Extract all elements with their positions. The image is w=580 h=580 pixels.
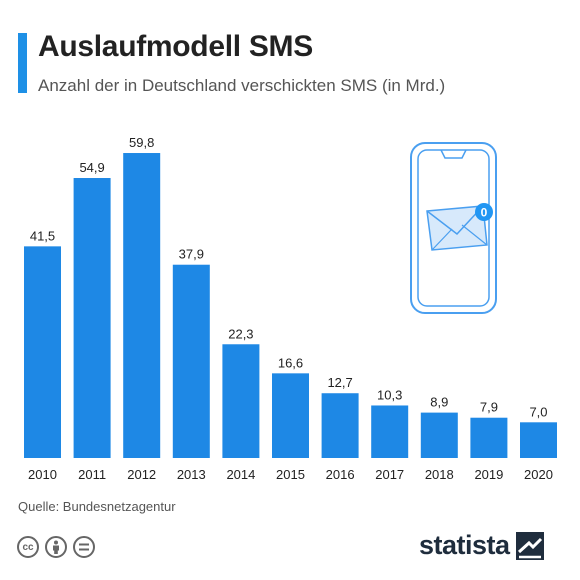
bar-2013: [172, 264, 210, 458]
source-note: Quelle: Bundesnetzagentur: [18, 499, 176, 514]
license-icons: cc: [17, 536, 95, 558]
x-tick-label: 2016: [326, 467, 355, 482]
x-tick-label: 2019: [474, 467, 503, 482]
bar-value-label: 8,9: [430, 395, 448, 410]
phone-message-icon: 0: [410, 142, 497, 314]
bar-2020: [520, 422, 557, 458]
bar-2010: [24, 246, 61, 458]
x-tick-label: 2017: [375, 467, 404, 482]
bar-value-label: 10,3: [377, 387, 402, 402]
bar-value-label: 12,7: [327, 375, 352, 390]
x-tick-label: 2014: [226, 467, 255, 482]
chart-title: Auslaufmodell SMS: [38, 30, 313, 63]
brand-name: statista: [419, 530, 510, 560]
bar-value-label: 22,3: [228, 326, 253, 341]
svg-text:0: 0: [481, 206, 488, 220]
bar-2012: [123, 153, 161, 458]
bar-2018: [420, 412, 458, 458]
cc-icon[interactable]: cc: [17, 536, 39, 558]
bar-value-label: 59,8: [129, 135, 154, 150]
accent-bar: [18, 33, 27, 93]
bar-value-label: 37,9: [179, 247, 204, 262]
bar-value-label: 41,5: [30, 228, 55, 243]
x-tick-label: 2018: [425, 467, 454, 482]
bars-layer: 41,5 2010 54,9 2011 59,8 2012 37,9 2013 22,3 2014…: [24, 135, 557, 482]
x-tick-label: 2015: [276, 467, 305, 482]
bar-2017: [371, 405, 409, 458]
x-tick-label: 2020: [524, 467, 553, 482]
statista-mark-icon: [515, 531, 544, 560]
statista-logo[interactable]: statista: [419, 530, 544, 561]
bar-2014: [222, 344, 260, 458]
x-tick-label: 2013: [177, 467, 206, 482]
bar-value-label: 54,9: [79, 160, 104, 175]
x-tick-label: 2012: [127, 467, 156, 482]
x-tick-label: 2011: [78, 467, 106, 482]
bar-value-label: 7,9: [480, 400, 498, 415]
bar-2019: [470, 417, 508, 458]
x-tick-label: 2010: [28, 467, 57, 482]
bar-value-label: 16,6: [278, 355, 303, 370]
no-derivatives-icon[interactable]: [73, 536, 95, 558]
bar-2011: [73, 178, 111, 458]
chart-subtitle: Anzahl der in Deutschland verschickten S…: [38, 76, 446, 95]
bar-2015: [272, 373, 309, 458]
bar-value-label: 7,0: [529, 404, 547, 419]
attribution-icon[interactable]: [45, 536, 67, 558]
bar-2016: [321, 393, 359, 458]
